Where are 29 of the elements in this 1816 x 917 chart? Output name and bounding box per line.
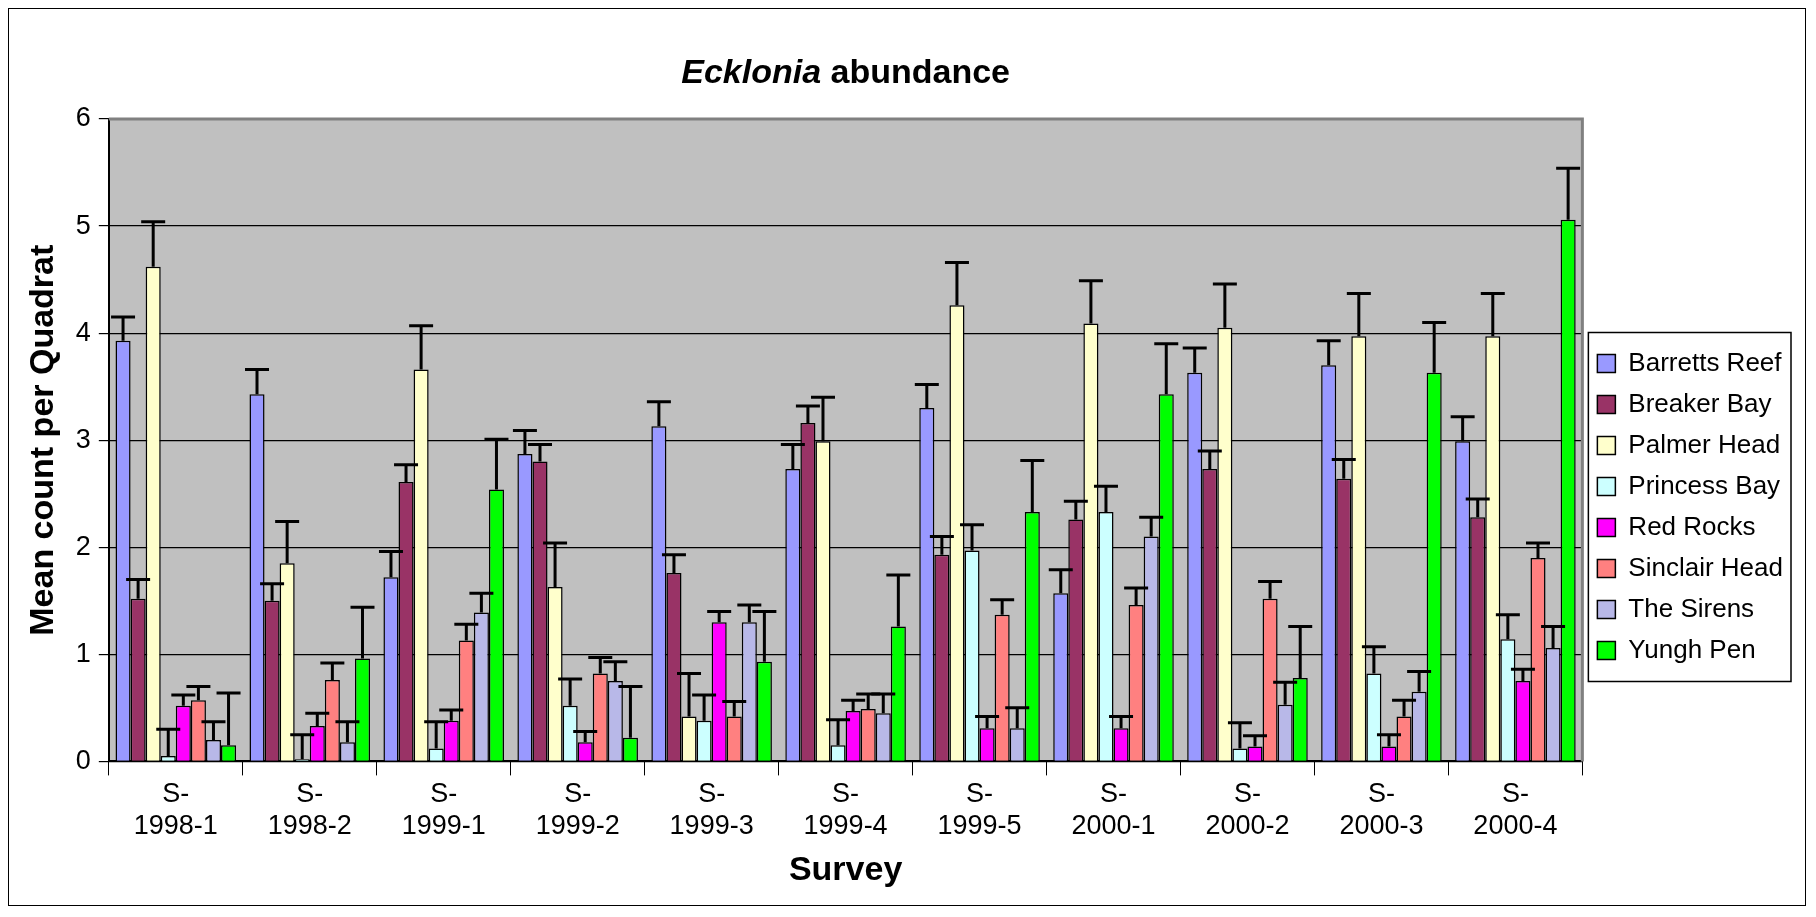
x-tick-label: S-1999-1	[401, 778, 486, 841]
y-tick-label: 4	[75, 316, 91, 347]
y-tick-label: 5	[75, 209, 91, 240]
legend-label: Sinclair Head	[1628, 551, 1784, 582]
x-tick-label: S-2000-1	[1071, 778, 1156, 841]
y-tick-label: 6	[75, 102, 91, 133]
x-tick-label: S-1999-2	[535, 778, 620, 841]
chart-title: Ecklonia abundance	[681, 52, 1010, 91]
x-tick-label: S-1998-2	[267, 778, 352, 841]
y-tick-label: 1	[75, 637, 91, 668]
x-tick-label: S-2000-3	[1339, 778, 1424, 841]
x-tick-label: S-1998-1	[133, 778, 218, 841]
legend-label: Barretts Reef	[1628, 346, 1783, 377]
x-tick-label: S-1999-3	[669, 778, 754, 841]
legend-label: Palmer Head	[1628, 428, 1781, 459]
x-tick-label: S-1999-5	[937, 778, 1022, 841]
x-tick-label: S-2000-4	[1473, 778, 1558, 841]
y-tick-label: 3	[75, 423, 91, 454]
y-tick-label: 2	[75, 530, 91, 561]
legend-label: Red Rocks	[1628, 510, 1756, 541]
legend-label: Breaker Bay	[1628, 387, 1772, 418]
legend-label: Princess Bay	[1628, 469, 1781, 500]
x-tick-label: S-2000-2	[1205, 778, 1290, 841]
legend-label: The Sirens	[1628, 592, 1755, 623]
y-tick-label: 0	[75, 744, 91, 775]
x-tick-label: S-1999-4	[803, 778, 888, 841]
legend-label: Yungh Pen	[1628, 633, 1756, 664]
x-axis-title: Survey	[788, 848, 903, 887]
y-axis-title: Mean count per Quadrat	[21, 244, 60, 636]
